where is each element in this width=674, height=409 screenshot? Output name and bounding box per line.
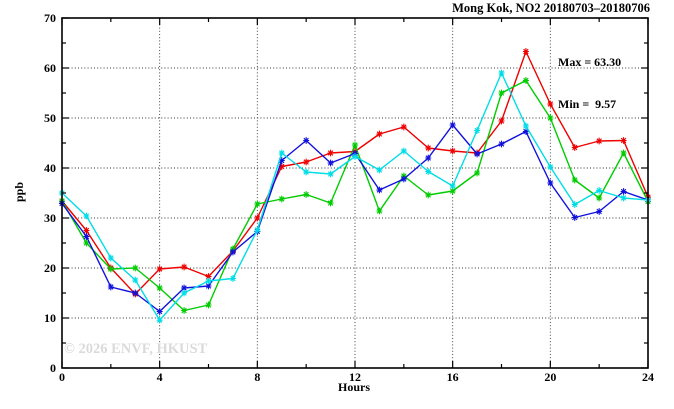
y-axis-label: ppb [12,181,26,203]
x-tick-label: 12 [349,370,361,384]
max-value-label: Max = 63.30 [558,55,622,69]
y-tick-label: 50 [44,111,56,125]
y-tick-label: 70 [44,11,56,25]
series-blue-markers [59,121,651,315]
x-tick-label: 24 [642,370,654,384]
min-value-label: Min = 9.57 [558,97,617,111]
watermark: © 2026 ENVF, HKUST [64,341,208,357]
y-tick-label: 30 [44,211,56,225]
x-tick-label: 4 [157,370,163,384]
y-tick-label: 20 [44,261,56,275]
y-tick-label: 0 [50,361,56,375]
x-tick-label: 0 [59,370,65,384]
max-min-annotation: Max = 63.30 Min = 9.57 [558,27,621,139]
x-axis-label: Hours [337,380,370,394]
y-tick-label: 10 [44,311,56,325]
y-tick-label: 60 [44,61,56,75]
x-tick-label: 20 [544,370,556,384]
x-tick-label: 16 [447,370,459,384]
x-tick-label: 8 [254,370,260,384]
chart-title: Mong Kok, NO2 20180703–20180706 [452,1,650,15]
y-tick-label: 40 [44,161,56,175]
